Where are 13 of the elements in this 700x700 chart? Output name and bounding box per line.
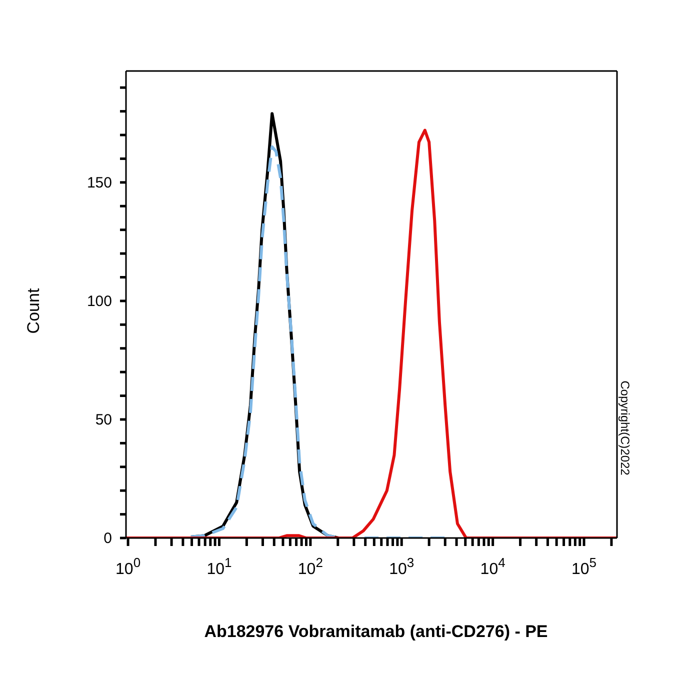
x-tick-label: 10$^{5}$ [571, 554, 597, 578]
text: Copyright(C)2022 [618, 380, 632, 476]
x-tick-label: 10$^{4}$ [480, 554, 506, 578]
y-tick-label: 100 [86, 292, 112, 310]
y-axis-title: Count [24, 288, 44, 334]
x-tick-label: 10$^{0}$ [116, 554, 141, 578]
y-tick-label: 0 [104, 530, 112, 547]
y-tick-label: 50 [95, 411, 112, 428]
x-tick-label: 10$^{3}$ [389, 554, 414, 578]
x-tick-label: 10$^{2}$ [298, 554, 323, 578]
y-tick-label: 150 [86, 174, 112, 192]
x-axis-title: Ab182976 Vobramitamab (anti-CD276) - PE [203, 622, 549, 642]
x-tick-label: 10$^{1}$ [206, 554, 232, 578]
